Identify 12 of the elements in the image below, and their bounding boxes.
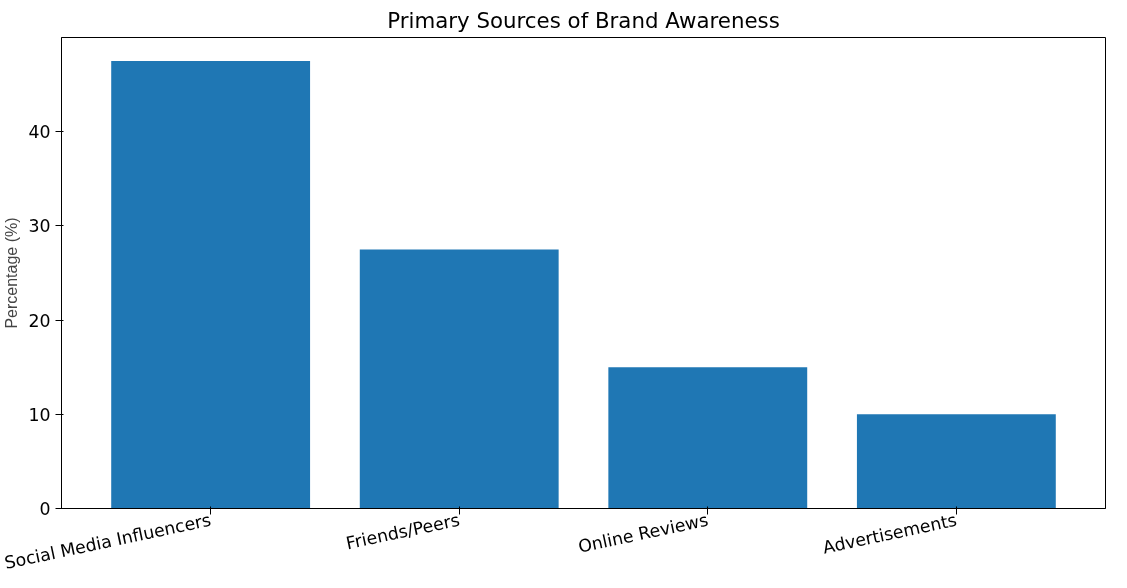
bar	[111, 61, 311, 509]
bar	[359, 249, 559, 509]
chart-title: Primary Sources of Brand Awareness	[387, 7, 780, 33]
x-tick-label: Online Reviews	[576, 509, 710, 557]
y-tick-label: 20	[28, 310, 51, 331]
y-tick-label: 0	[39, 499, 51, 519]
bar	[856, 414, 1056, 509]
bar	[608, 367, 808, 509]
y-tick-label: 40	[28, 122, 51, 143]
y-tick-label: 30	[28, 216, 51, 237]
y-tick-label: 10	[28, 404, 51, 425]
y-axis-title: Percentage (%)	[3, 217, 21, 329]
